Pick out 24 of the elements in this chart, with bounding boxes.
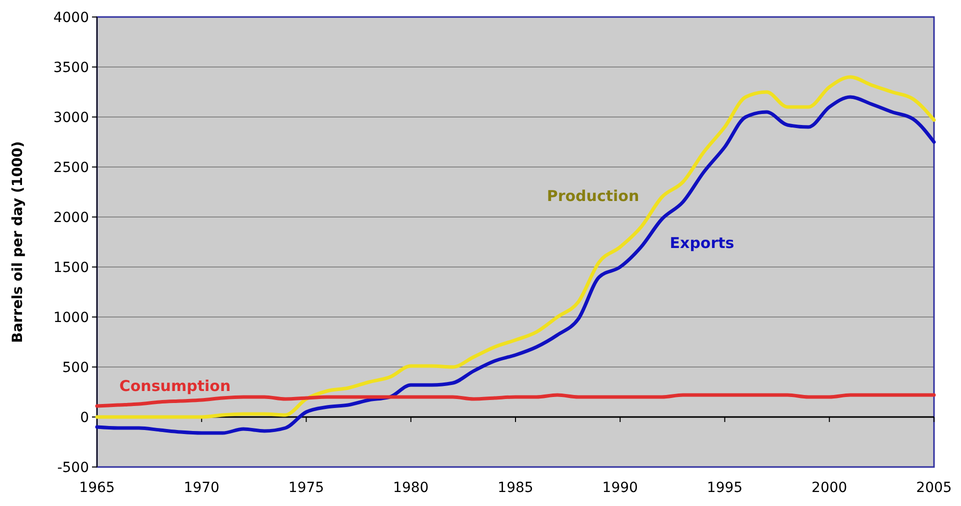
line-series <box>95 393 936 408</box>
y-tick-label: 500 <box>62 360 89 376</box>
y-tick-label: 1500 <box>53 260 89 276</box>
y-tick-label: 2500 <box>53 160 89 176</box>
y-tick-label: -500 <box>57 460 89 476</box>
x-tick-label: 1995 <box>706 480 743 496</box>
x-tick-label: 1980 <box>393 480 429 496</box>
series-label: Production <box>546 187 640 205</box>
x-tick-label: 1990 <box>602 480 638 496</box>
y-axis-title: Barrels oil per day (1000) <box>10 141 26 343</box>
x-tick-label: 1975 <box>288 480 324 496</box>
y-tick-label: 1000 <box>53 310 89 326</box>
y-tick-label: 4000 <box>53 10 89 26</box>
y-tick-label: 3000 <box>53 110 89 126</box>
x-tick-label: 2005 <box>916 480 952 496</box>
x-tick-label: 1970 <box>184 480 220 496</box>
y-tick-label: 0 <box>80 410 89 426</box>
series-label: Exports <box>670 234 734 252</box>
y-tick-label: 3500 <box>53 60 89 76</box>
y-tick-label: 2000 <box>53 210 89 226</box>
x-tick-label: 1965 <box>79 480 115 496</box>
x-tick-label: 2000 <box>812 480 848 496</box>
x-tick-label: 1985 <box>498 480 534 496</box>
series-label: Consumption <box>119 377 231 395</box>
